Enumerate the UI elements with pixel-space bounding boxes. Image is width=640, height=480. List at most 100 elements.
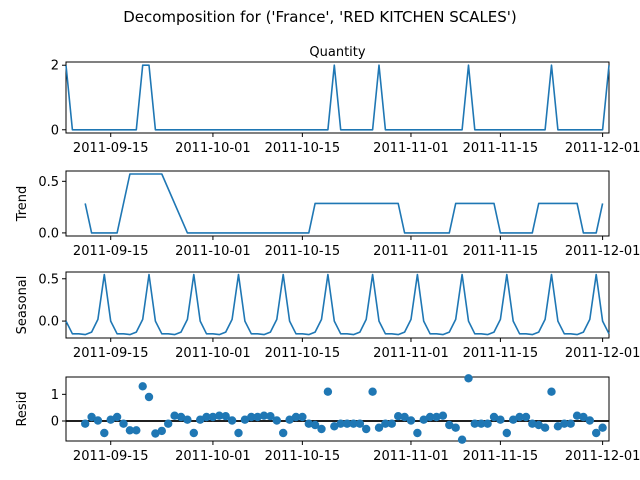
resid-point-56 bbox=[438, 411, 448, 420]
resid-point-66 bbox=[502, 428, 511, 438]
resid-point-16 bbox=[183, 415, 192, 424]
resid-point-52 bbox=[413, 428, 422, 438]
quantity-ytick-label-0: 0 bbox=[51, 123, 59, 138]
trend-xtick-label-4: 2011-11-15 bbox=[463, 244, 539, 259]
resid-point-70 bbox=[528, 419, 537, 428]
seasonal-series-line bbox=[65, 273, 610, 336]
resid-point-30 bbox=[272, 416, 281, 425]
resid-point-40 bbox=[336, 419, 345, 428]
resid-ytick-label-1: 1 bbox=[51, 388, 59, 403]
resid-point-63 bbox=[483, 419, 492, 428]
resid-point-0 bbox=[81, 419, 90, 428]
resid-point-23 bbox=[227, 416, 237, 425]
resid-point-43 bbox=[355, 419, 365, 428]
resid-point-13 bbox=[164, 419, 173, 428]
trend-ytick-label-0: 0.0 bbox=[38, 226, 59, 241]
resid-point-41 bbox=[342, 419, 352, 428]
seasonal-xtick-label-1: 2011-10-01 bbox=[175, 346, 251, 361]
resid-point-21 bbox=[215, 411, 224, 420]
resid-point-42 bbox=[349, 419, 358, 428]
seasonal-xtick-label-4: 2011-11-15 bbox=[463, 346, 539, 361]
resid-point-51 bbox=[406, 416, 416, 425]
resid-point-67 bbox=[509, 415, 518, 424]
resid-ylabel: Resid bbox=[15, 391, 30, 426]
resid-point-76 bbox=[566, 419, 575, 428]
resid-point-31 bbox=[279, 428, 288, 438]
quantity-xtick-label-1: 2011-10-01 bbox=[175, 141, 251, 156]
resid-point-46 bbox=[374, 423, 384, 432]
resid-point-60 bbox=[464, 374, 473, 383]
resid-point-68 bbox=[515, 412, 524, 422]
resid-point-5 bbox=[112, 412, 122, 422]
resid-point-69 bbox=[521, 412, 531, 422]
resid-point-65 bbox=[496, 415, 505, 424]
seasonal-xtick-label-3: 2011-11-01 bbox=[373, 346, 449, 361]
panel-resid: 0 1 2011-09-15 2011-10-01 2011-10-15 2011-11-… bbox=[15, 374, 640, 464]
resid-point-45 bbox=[368, 387, 377, 396]
resid-point-17 bbox=[189, 428, 198, 438]
quantity-xtick-label-2: 2011-10-15 bbox=[265, 141, 341, 156]
resid-point-77 bbox=[572, 411, 582, 420]
resid-point-9 bbox=[138, 382, 147, 391]
resid-point-12 bbox=[157, 426, 166, 436]
resid-point-7 bbox=[125, 426, 135, 435]
resid-point-61 bbox=[470, 419, 479, 428]
resid-point-33 bbox=[291, 412, 301, 422]
resid-xtick-label-4: 2011-11-15 bbox=[463, 449, 539, 464]
quantity-xtick-label-4: 2011-11-15 bbox=[463, 141, 539, 156]
trend-ylabel: Trend bbox=[15, 186, 30, 223]
seasonal-ytick-label-1: 0.5 bbox=[38, 272, 59, 287]
quantity-axes-frame bbox=[65, 61, 610, 134]
resid-point-53 bbox=[419, 415, 428, 424]
resid-point-47 bbox=[381, 419, 390, 428]
panel-quantity: 0 2 2011-09-15 2011-10-01 2011-10-15 2011-11-… bbox=[51, 45, 640, 156]
resid-point-3 bbox=[100, 428, 109, 438]
quantity-xtick-label-0: 2011-09-15 bbox=[73, 141, 149, 156]
resid-point-29 bbox=[266, 412, 275, 421]
resid-point-26 bbox=[247, 412, 256, 422]
trend-ytick-label-1: 0.5 bbox=[38, 175, 59, 190]
resid-point-19 bbox=[202, 412, 211, 422]
resid-axes-frame bbox=[65, 376, 610, 442]
resid-point-28 bbox=[259, 411, 269, 420]
resid-point-73 bbox=[547, 387, 556, 396]
resid-point-34 bbox=[298, 412, 307, 422]
resid-xtick-label-0: 2011-09-15 bbox=[73, 449, 149, 464]
figure-suptitle: Decomposition for ('France', 'RED KITCHE… bbox=[123, 8, 517, 26]
resid-point-75 bbox=[560, 419, 569, 428]
trend-xtick-label-2: 2011-10-15 bbox=[265, 244, 341, 259]
resid-xtick-label-5: 2011-12-01 bbox=[565, 449, 640, 464]
resid-xtick-label-2: 2011-10-15 bbox=[265, 449, 341, 464]
resid-point-44 bbox=[362, 424, 371, 434]
resid-point-71 bbox=[534, 420, 543, 430]
resid-point-62 bbox=[477, 419, 486, 428]
resid-point-8 bbox=[132, 426, 141, 435]
resid-point-15 bbox=[176, 412, 186, 422]
resid-point-27 bbox=[253, 412, 262, 422]
resid-point-36 bbox=[310, 420, 320, 430]
resid-point-80 bbox=[592, 428, 601, 438]
trend-xtick-label-1: 2011-10-01 bbox=[175, 244, 251, 259]
seasonal-xtick-label-5: 2011-12-01 bbox=[565, 346, 640, 361]
trend-axes-frame bbox=[65, 170, 610, 237]
resid-point-10 bbox=[144, 392, 154, 402]
resid-ytick-label-0: 0 bbox=[51, 415, 59, 430]
resid-point-50 bbox=[400, 412, 409, 422]
resid-xtick-label-1: 2011-10-01 bbox=[175, 449, 251, 464]
resid-point-64 bbox=[489, 412, 499, 422]
seasonal-axes-frame bbox=[65, 271, 610, 339]
resid-point-14 bbox=[170, 411, 179, 420]
resid-point-22 bbox=[221, 412, 230, 421]
resid-point-79 bbox=[585, 416, 594, 425]
resid-point-49 bbox=[394, 412, 403, 421]
panel-seasonal: 0.0 0.5 2011-09-15 2011-10-01 2011-10-15 2011… bbox=[15, 271, 640, 361]
quantity-xtick-label-3: 2011-11-01 bbox=[373, 141, 449, 156]
resid-point-37 bbox=[317, 424, 326, 434]
resid-point-59 bbox=[457, 435, 467, 444]
resid-point-2 bbox=[93, 416, 103, 425]
trend-xtick-label-3: 2011-11-01 bbox=[373, 244, 449, 259]
seasonal-ytick-label-0: 0.0 bbox=[38, 315, 59, 330]
resid-point-6 bbox=[119, 419, 128, 428]
seasonal-xtick-label-0: 2011-09-15 bbox=[73, 346, 149, 361]
resid-point-54 bbox=[425, 412, 435, 422]
